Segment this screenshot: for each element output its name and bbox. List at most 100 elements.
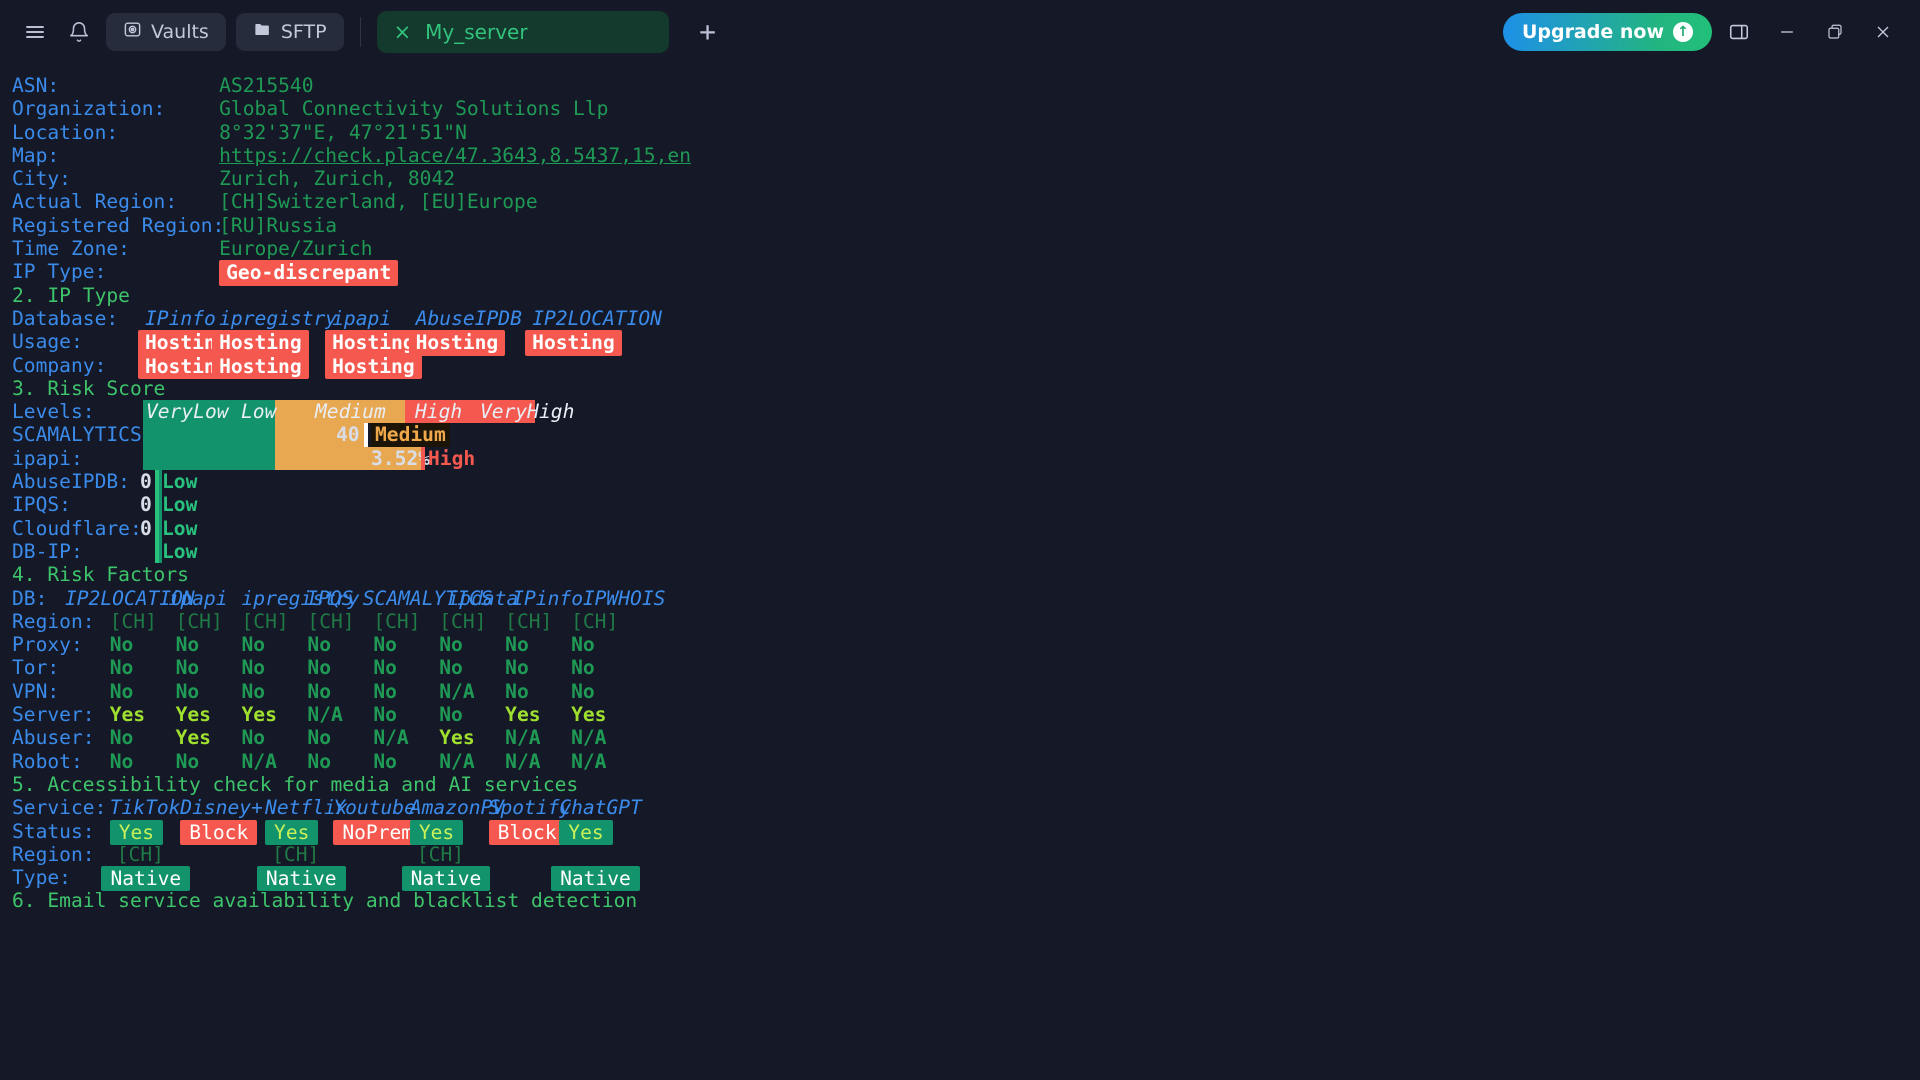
db-name: IPQS [306, 586, 354, 610]
factor-value: No [241, 656, 266, 680]
factor-value: No [373, 633, 397, 657]
service-region-value: [CH] [116, 842, 164, 866]
region-value: [CH] [373, 609, 421, 633]
info-value: [RU]Russia [219, 213, 338, 237]
new-tab-button[interactable]: + [699, 15, 716, 48]
risk-level-value: Low [162, 470, 198, 494]
factor-value: N/A [439, 679, 475, 703]
levels-label: Levels: [12, 400, 95, 424]
factor-value: No [439, 703, 463, 727]
risk-level-scale [143, 400, 535, 424]
factor-value: No [307, 679, 332, 703]
vaults-button[interactable]: Vaults [106, 13, 226, 51]
info-value: Zurich, Zurich, 8042 [219, 167, 456, 191]
service-status-badge: Yes [265, 819, 319, 845]
service-name: TikTok [109, 796, 181, 820]
risk-score-row: Cloudflare: 0 Low [12, 516, 1920, 540]
section-2-heading: 2. IP Type [12, 283, 130, 307]
vault-icon [123, 20, 142, 44]
info-label: Location: [12, 120, 119, 144]
service-status-badge: Block [488, 819, 566, 845]
factor-value: N/A [439, 749, 475, 773]
minimize-button[interactable] [1766, 11, 1808, 53]
risk-score-marker [155, 539, 159, 564]
title-bar: Vaults SFTP × My_server + Upgrade now ↑ [0, 0, 1920, 64]
risk-score-row: AbuseIPDB: 0 Low [12, 470, 1920, 494]
risk-score-bar [143, 423, 535, 447]
factor-label: Server: [12, 703, 95, 727]
section-heading: 6. Email service availability and blackl… [12, 889, 1920, 912]
service-name: Netflix [265, 796, 348, 820]
service-region-value: [CH] [272, 842, 320, 866]
region-label: Region: [12, 842, 95, 866]
database-name: IPinfo [145, 306, 216, 330]
region-value: [CH] [439, 609, 487, 633]
hamburger-menu-button[interactable] [18, 15, 52, 49]
company-badge: Hosting [212, 353, 309, 379]
risk-factor-row: Abuser: No Yes No No N/A Yes N/A N/A [12, 726, 1920, 749]
factor-value: Yes [571, 703, 607, 727]
close-icon[interactable]: × [393, 19, 412, 44]
info-label: Organization: [12, 97, 166, 121]
factor-label: Tor: [12, 656, 60, 680]
factor-value: Yes [241, 703, 277, 727]
risk-level-label: VeryHigh [480, 400, 575, 424]
db-name: IPinfo [512, 586, 583, 610]
section-3-heading: 3. Risk Score [12, 376, 166, 400]
database-name: ipapi [332, 306, 392, 330]
factor-value: No [307, 726, 332, 750]
info-row: City: Zurich, Zurich, 8042 [12, 167, 1920, 190]
service-status-badge: Yes [559, 819, 613, 845]
risk-factor-row: VPN: No No No No No N/A No No [12, 680, 1920, 703]
tab-my-server[interactable]: × My_server [376, 11, 669, 53]
service-type-badge: Native [401, 866, 491, 892]
sftp-button[interactable]: SFTP [235, 13, 344, 51]
risk-level-label: Medium [315, 400, 386, 424]
risk-score-value: 0 [140, 470, 152, 494]
upgrade-now-button[interactable]: Upgrade now ↑ [1502, 13, 1712, 51]
close-window-button[interactable] [1862, 11, 1904, 53]
risk-score-value: 0 [140, 493, 152, 517]
risk-level-value: Low [162, 516, 198, 540]
db-label: DB: [12, 586, 48, 610]
factor-value: No [175, 749, 200, 773]
risk-db-label: SCAMALYTICS: [12, 423, 154, 447]
info-label: City: [12, 167, 71, 191]
upgrade-label: Upgrade now [1521, 21, 1664, 43]
region-value: [CH] [505, 609, 553, 633]
service-status-badge: Block [180, 819, 258, 845]
risk-factor-row: Tor: No No No No No No No No [12, 656, 1920, 679]
service-name: Youtube [333, 796, 416, 820]
factor-value: No [571, 656, 595, 680]
service-status-badge: Yes [409, 819, 464, 845]
service-type-badge: Native [101, 866, 191, 892]
factor-value: No [241, 633, 266, 657]
info-label: Map: [12, 143, 60, 167]
service-label: Service: [12, 796, 107, 820]
risk-factor-row: Proxy: No No No No No No No No [12, 633, 1920, 656]
map-link[interactable]: https://check.place/47.3643,8.5437,15,en [219, 143, 691, 167]
info-label: Actual Region: [12, 190, 178, 214]
factor-label: Region: [12, 609, 95, 633]
sftp-label: SFTP [280, 21, 327, 43]
risk-factor-row: Region: [CH] [CH] [CH] [CH] [CH] [CH] [CH] [CH] [12, 610, 1920, 633]
risk-score-marker [364, 423, 368, 447]
risk-db-label: AbuseIPDB: [12, 470, 130, 494]
split-panel-icon[interactable] [1718, 11, 1760, 53]
section-heading: 4. Risk Factors [12, 563, 1920, 586]
info-row: Time Zone: Europe/Zurich [12, 237, 1920, 260]
risk-factor-header-row: DB: IP2LOCATION ipapi ipregistry IPQS SCAMALY… [12, 587, 1920, 610]
factor-value: Yes [505, 703, 541, 727]
risk-db-label: DB-IP: [12, 539, 83, 563]
factor-label: Abuser: [12, 726, 95, 750]
service-name: ChatGPT [559, 796, 642, 820]
factor-value: No [241, 726, 266, 750]
bell-icon[interactable] [62, 15, 96, 49]
terminal-output[interactable]: ASN: AS215540 Organization: Global Connecti… [0, 64, 1920, 1080]
factor-value: N/A [571, 726, 607, 750]
maximize-button[interactable] [1814, 11, 1856, 53]
folder-icon [253, 20, 272, 44]
info-row: IP Type: Geo-discrepant [12, 260, 1920, 286]
factor-value: Yes [109, 703, 146, 727]
toolbar-divider [359, 17, 361, 47]
